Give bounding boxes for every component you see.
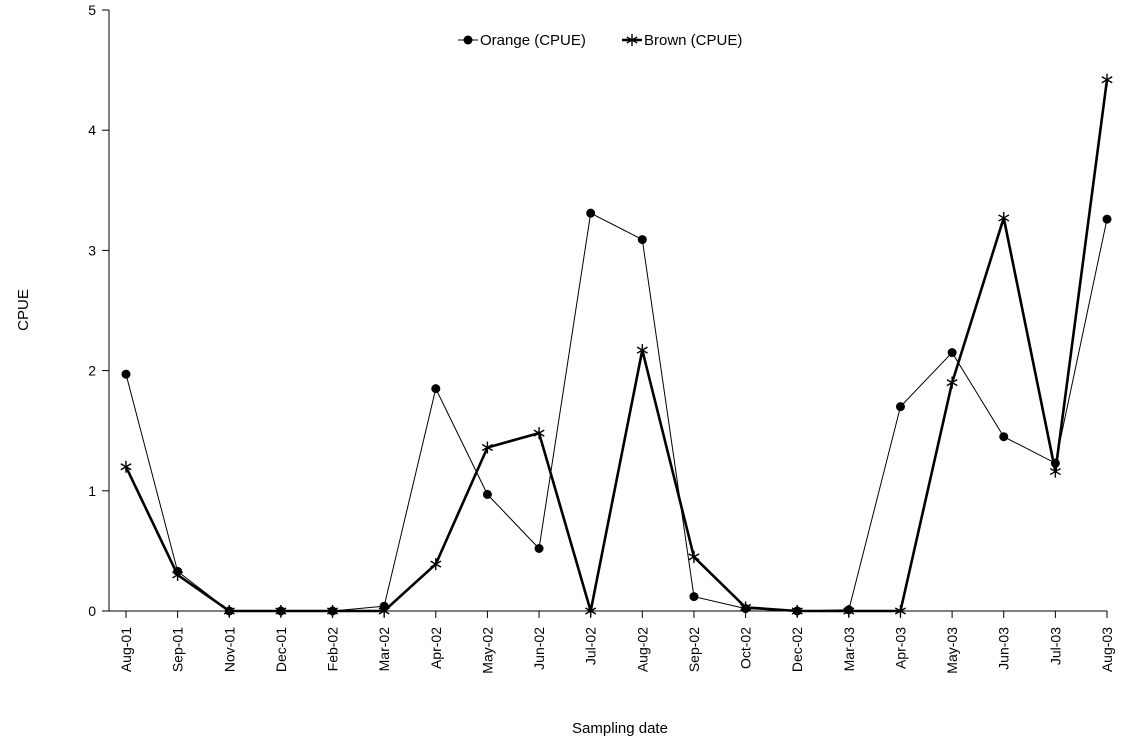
x-tick-label: May-02 — [479, 627, 495, 674]
axes-layer: 0 1 2 3 4 5 Aug-01 Sep-01 Nov-01 Dec-01 Feb-02 Mar-… — [88, 2, 1115, 674]
x-tick-label: Sep-01 — [170, 627, 186, 672]
series-line — [125, 212, 1108, 612]
data-point — [637, 235, 647, 245]
data-point — [534, 543, 544, 553]
legend-label: Brown (CPUE) — [644, 32, 742, 49]
x-tick-label: Sep-02 — [686, 627, 702, 672]
x-tick-label: Aug-02 — [634, 627, 650, 672]
data-point — [999, 432, 1009, 442]
y-tick-label: 4 — [88, 122, 96, 138]
y-tick-label: 2 — [88, 363, 96, 379]
y-tick-label: 3 — [88, 242, 96, 258]
legend-item-0: Orange (CPUE) — [458, 32, 586, 49]
x-tick-label: Dec-02 — [789, 627, 805, 672]
x-tick-label: Aug-01 — [118, 627, 134, 672]
x-tick-label: Feb-02 — [325, 627, 341, 672]
legend-item-1: Brown (CPUE) — [622, 32, 742, 49]
data-point — [689, 592, 699, 602]
x-tick-label: Apr-02 — [428, 627, 444, 669]
data-point — [998, 211, 1010, 224]
legend-label: Orange (CPUE) — [480, 32, 586, 49]
data-point — [895, 402, 905, 412]
y-tick-label: 5 — [88, 2, 96, 18]
data-point — [894, 605, 907, 617]
legend-marker — [626, 34, 638, 46]
x-tick-label: Apr-03 — [892, 627, 908, 669]
x-tick-label: Jul-02 — [583, 627, 599, 665]
x-tick-label: May-03 — [944, 627, 960, 674]
y-axis-title: CPUE — [15, 289, 32, 331]
data-point — [688, 550, 700, 563]
data-point — [947, 348, 957, 358]
y-tick-label: 1 — [88, 483, 96, 499]
data-point — [430, 558, 442, 571]
x-tick-label: Aug-03 — [1099, 627, 1115, 672]
data-point — [482, 489, 492, 499]
x-tick-label: Nov-01 — [221, 627, 237, 672]
data-point — [946, 376, 958, 389]
data-point — [740, 601, 752, 614]
x-tick-label: Jun-03 — [996, 627, 1012, 670]
data-point — [533, 427, 545, 440]
legend-marker — [463, 35, 473, 45]
x-tick-label: Dec-01 — [273, 627, 289, 672]
x-tick-label: Oct-02 — [738, 627, 754, 669]
data-point — [275, 605, 287, 617]
series-layer — [120, 73, 1113, 617]
x-tick-label: Jun-02 — [531, 627, 547, 670]
data-point — [586, 208, 596, 218]
data-point — [636, 344, 648, 357]
data-point — [585, 605, 597, 617]
data-point — [481, 441, 493, 454]
data-point — [378, 605, 390, 617]
data-point — [791, 605, 803, 617]
series-0 — [121, 208, 1112, 616]
legend: Orange (CPUE) Brown (CPUE) — [458, 32, 742, 49]
data-point — [1102, 214, 1112, 224]
data-point — [1049, 465, 1061, 478]
series-line — [124, 79, 1109, 613]
data-point — [326, 605, 339, 617]
x-axis-title: Sampling date — [572, 720, 668, 737]
data-point — [172, 568, 184, 581]
series-1 — [120, 73, 1113, 617]
x-tick-label: Jul-03 — [1047, 627, 1063, 665]
data-point — [1101, 73, 1113, 86]
data-point — [223, 605, 235, 617]
data-point — [431, 384, 441, 394]
data-point — [121, 369, 131, 379]
data-point — [843, 605, 855, 617]
data-point — [120, 460, 132, 473]
x-tick-label: Mar-02 — [376, 627, 392, 672]
y-tick-label: 0 — [88, 603, 96, 619]
x-tick-label: Mar-03 — [841, 627, 857, 672]
